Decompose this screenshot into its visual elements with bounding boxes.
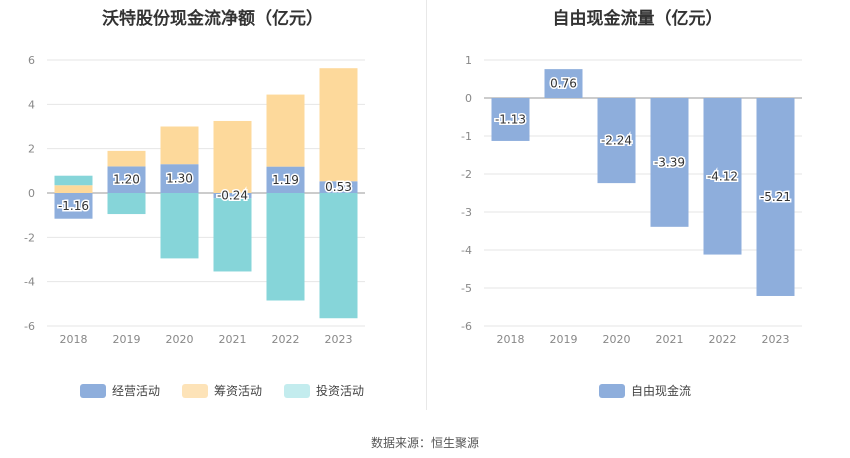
right-legend: 自由现金流 [599,382,713,399]
left-y-tick-label: -2 [24,231,35,244]
left-x-tick-label: 2019 [113,333,141,346]
left-y-tick-label: 0 [28,187,35,200]
left-x-tick-label: 2021 [219,333,247,346]
legend-swatch-financing [182,383,209,398]
legend-item-financing[interactable]: 筹资活动 [182,382,262,399]
left-bar-series-1 [54,185,93,193]
right-y-tick-label: -6 [461,320,472,333]
left-bar-series-1 [319,68,358,182]
left-bar-series-2 [107,193,146,215]
right-y-tick-label: -2 [461,168,472,181]
left-data-label: 1.19 [272,173,299,187]
left-bar-series-2 [54,175,93,186]
right-bar-primary [597,98,636,184]
legend-label-free-cash-flow: 自由现金流 [631,384,692,398]
left-x-tick-label: 2022 [272,333,300,346]
charts-canvas: 6 4 2 0 -2 -4 -6 2018 2019 2020 2021 2022 2023 -1.16 1… [24,54,802,346]
right-x-tick-label: 2021 [656,333,684,346]
right-x-tick-label: 2019 [550,333,578,346]
right-bar-primary [544,69,583,98]
legend-swatch-operating [80,383,106,398]
right-y-tick-label: 0 [465,92,472,105]
panel-divider [426,0,427,410]
left-data-label: -1.16 [58,199,89,213]
legend-swatch-investing [284,383,311,398]
legend-label-operating: 经营活动 [112,384,161,398]
left-bar-series-1 [213,120,252,193]
legend-item-investing[interactable]: 投资活动 [284,382,364,399]
right-bar-primary [703,98,742,255]
left-data-label: 1.20 [113,173,140,187]
right-data-label: -5.21 [760,190,791,204]
legend-label-financing: 筹资活动 [214,384,263,398]
left-chart-title: 沃特股份现金流净额（亿元） [102,9,323,29]
left-y-tick-label: 6 [28,54,35,67]
left-data-label: 1.30 [166,172,193,186]
left-legend: 经营活动 筹资活动 投资活动 [80,382,386,399]
right-data-label: -3.39 [654,155,685,169]
left-bar-primary [107,166,146,193]
left-y-tick-label: 2 [28,143,35,156]
legend-item-operating[interactable]: 经营活动 [80,382,160,399]
right-x-tick-label: 2018 [497,333,525,346]
right-x-tick-label: 2023 [762,333,790,346]
left-bar-series-2 [213,198,252,272]
left-bar-series-1 [107,150,146,167]
left-bar-series-2 [160,193,199,259]
data-source: 数据来源：恒生聚源 [370,436,479,450]
left-data-label: 0.53 [325,180,352,194]
right-y-tick-label: -3 [461,206,472,219]
left-bar-series-1 [160,126,199,165]
right-x-tick-label: 2020 [603,333,631,346]
right-data-label: -4.12 [707,169,738,183]
right-data-label: -1.13 [495,112,526,126]
legend-item-free-cash-flow[interactable]: 自由现金流 [599,382,691,399]
legend-swatch-free-cash-flow [599,383,625,398]
right-bar-primary [650,98,689,227]
right-y-tick-label: -5 [461,282,472,295]
left-bar-series-1 [266,94,305,167]
left-x-tick-label: 2020 [166,333,194,346]
left-bar-primary [54,193,93,219]
right-x-tick-label: 2022 [709,333,737,346]
right-y-tick-label: -4 [461,244,472,257]
left-bar-primary [266,166,305,193]
left-data-label: -0.24 [217,189,248,203]
right-bar-primary [491,98,530,141]
left-bar-primary [213,193,252,199]
right-y-tick-label: 1 [465,54,472,67]
right-data-label: 0.76 [550,77,577,91]
left-x-tick-label: 2018 [60,333,88,346]
right-data-label: -2.24 [601,134,632,148]
right-bar-primary [756,98,795,296]
right-chart-title: 自由现金流量（亿元） [552,9,723,29]
left-x-tick-label: 2023 [325,333,353,346]
left-bar-primary [319,181,358,193]
legend-label-investing: 投资活动 [316,384,365,398]
left-bar-primary [160,164,199,193]
left-y-tick-label: 4 [28,98,35,111]
left-y-tick-label: -6 [24,320,35,333]
left-bar-series-2 [319,193,358,319]
right-y-tick-label: -1 [461,130,472,143]
left-y-tick-label: -4 [24,276,35,289]
left-bar-series-2 [266,193,305,301]
